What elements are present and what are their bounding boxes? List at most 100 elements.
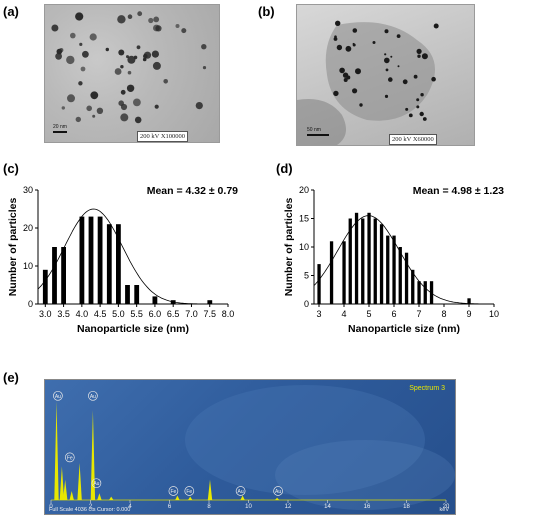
nanoparticle bbox=[153, 16, 160, 23]
histogram-bar bbox=[411, 269, 415, 304]
nanoparticle bbox=[133, 98, 141, 107]
element-tag-marker bbox=[273, 486, 283, 496]
eds-peak bbox=[63, 479, 68, 500]
nanoparticle bbox=[127, 14, 133, 19]
nanoparticle bbox=[346, 75, 351, 80]
histogram-bar bbox=[361, 218, 365, 304]
nanoparticle bbox=[127, 55, 136, 64]
x-tick-label: 6 bbox=[391, 309, 396, 319]
nanoparticle bbox=[202, 66, 207, 70]
nanoparticle bbox=[75, 12, 84, 21]
histogram-bar bbox=[392, 235, 396, 304]
panel-label-a: (a) bbox=[3, 4, 19, 19]
background-shading bbox=[275, 440, 455, 510]
x-tick-label: 8.0 bbox=[222, 309, 235, 319]
histogram-bar bbox=[398, 247, 402, 304]
element-tag-marker bbox=[235, 486, 246, 496]
nanoparticle bbox=[56, 48, 63, 55]
histogram-bar bbox=[79, 216, 85, 304]
eds-peak bbox=[69, 491, 74, 500]
eds-peak bbox=[59, 466, 65, 500]
scale-label-a: 20 nm bbox=[53, 124, 67, 130]
nanoparticle bbox=[114, 68, 122, 75]
tem-image-b: 50 nm 200 kV X60000 bbox=[296, 4, 475, 146]
nanoparticle bbox=[86, 105, 92, 112]
nanoparticle bbox=[431, 76, 436, 82]
nanoparticle bbox=[359, 103, 363, 107]
eds-x-tick-label: 16 bbox=[364, 504, 371, 510]
element-tag-label: Fe bbox=[170, 489, 176, 495]
y-tick-label: 0 bbox=[304, 299, 309, 309]
element-tag-marker bbox=[91, 478, 102, 489]
nanoparticle bbox=[67, 94, 75, 103]
support-film bbox=[297, 99, 346, 145]
y-tick-label: 10 bbox=[299, 242, 309, 252]
eds-x-tick-label: 4 bbox=[128, 504, 132, 510]
eds-footer-right: keV bbox=[440, 507, 450, 513]
x-tick-label: 4.0 bbox=[76, 309, 89, 319]
nanoparticle bbox=[175, 24, 180, 28]
x-tick-label: 9 bbox=[466, 309, 471, 319]
nanoparticle bbox=[345, 45, 352, 52]
nanoparticle bbox=[416, 105, 420, 109]
x-tick-label: 10 bbox=[489, 309, 499, 319]
element-tag-marker bbox=[53, 390, 63, 401]
x-tick-label: 5.0 bbox=[112, 309, 125, 319]
eds-x-tick-label: 10 bbox=[245, 504, 252, 510]
nanoparticle bbox=[385, 68, 389, 72]
nanoparticle bbox=[335, 20, 341, 26]
nanoparticle bbox=[66, 55, 75, 65]
nanoparticle bbox=[154, 104, 159, 109]
nanoparticle bbox=[333, 37, 338, 41]
element-tag-marker bbox=[64, 452, 75, 463]
nanoparticle bbox=[339, 67, 345, 74]
x-axis-label: Nanoparticle size (nm) bbox=[348, 323, 460, 335]
tem-caption-b: 200 kV X60000 bbox=[389, 134, 437, 145]
nanoparticle bbox=[433, 23, 439, 29]
histogram-bar bbox=[88, 216, 94, 304]
y-axis-label: Number of particles bbox=[7, 198, 19, 297]
eds-x-tick-label: 14 bbox=[324, 504, 331, 510]
nanoparticle bbox=[352, 43, 356, 47]
eds-spectrum: Au Au Fe Au Fe Fe Au Au Spectrum 3 0 2 4 6 8 10 12 14 16 1… bbox=[44, 379, 456, 515]
nanoparticle bbox=[82, 50, 89, 58]
histogram-bar bbox=[342, 241, 346, 304]
histogram-bar bbox=[373, 218, 377, 304]
nanoparticle bbox=[92, 114, 96, 118]
eds-peak bbox=[274, 497, 280, 500]
tem-image-a: 20 nm 200 kV X100000 bbox=[44, 4, 220, 143]
nanoparticle bbox=[421, 53, 428, 60]
histogram-bar bbox=[386, 235, 390, 304]
nanoparticle bbox=[422, 117, 427, 121]
nanoparticle bbox=[384, 94, 389, 98]
nanoparticle bbox=[153, 24, 160, 32]
y-tick-label: 20 bbox=[23, 223, 33, 233]
nanoparticle bbox=[333, 90, 339, 97]
nanoparticle bbox=[143, 51, 152, 59]
nanoparticle bbox=[51, 24, 59, 32]
gaussian-fit-curve bbox=[313, 215, 494, 305]
histogram-bar bbox=[404, 252, 409, 304]
y-tick-label: 10 bbox=[23, 261, 33, 271]
histogram-d: 0 5 10 15 20 3 4 5 6 7 8 9 10 Nanoparticle size (nm) N… bbox=[283, 185, 504, 335]
panel-label-c: (c) bbox=[3, 161, 19, 176]
histogram-bar bbox=[354, 212, 359, 304]
mean-label: Mean = 4.98 ± 1.23 bbox=[413, 185, 504, 197]
scale-bar-a bbox=[53, 131, 67, 133]
scale-label-b: 50 nm bbox=[307, 127, 321, 133]
nanoparticle bbox=[384, 53, 387, 56]
x-tick-label: 4.5 bbox=[94, 309, 107, 319]
x-tick-label: 3.5 bbox=[57, 309, 70, 319]
nanoparticle bbox=[120, 65, 124, 69]
histogram-bar bbox=[52, 247, 57, 304]
histogram-bar bbox=[152, 296, 158, 304]
nanoparticle bbox=[137, 11, 143, 17]
eds-x-tick-label: 2 bbox=[89, 504, 93, 510]
x-tick-label: 8 bbox=[441, 309, 446, 319]
element-tag-marker bbox=[88, 390, 98, 401]
nanoparticle bbox=[390, 55, 393, 58]
nanoparticle bbox=[120, 103, 128, 111]
x-tick-label: 3.0 bbox=[39, 309, 52, 319]
nanoparticle bbox=[336, 44, 343, 51]
histogram-bar bbox=[348, 218, 352, 304]
